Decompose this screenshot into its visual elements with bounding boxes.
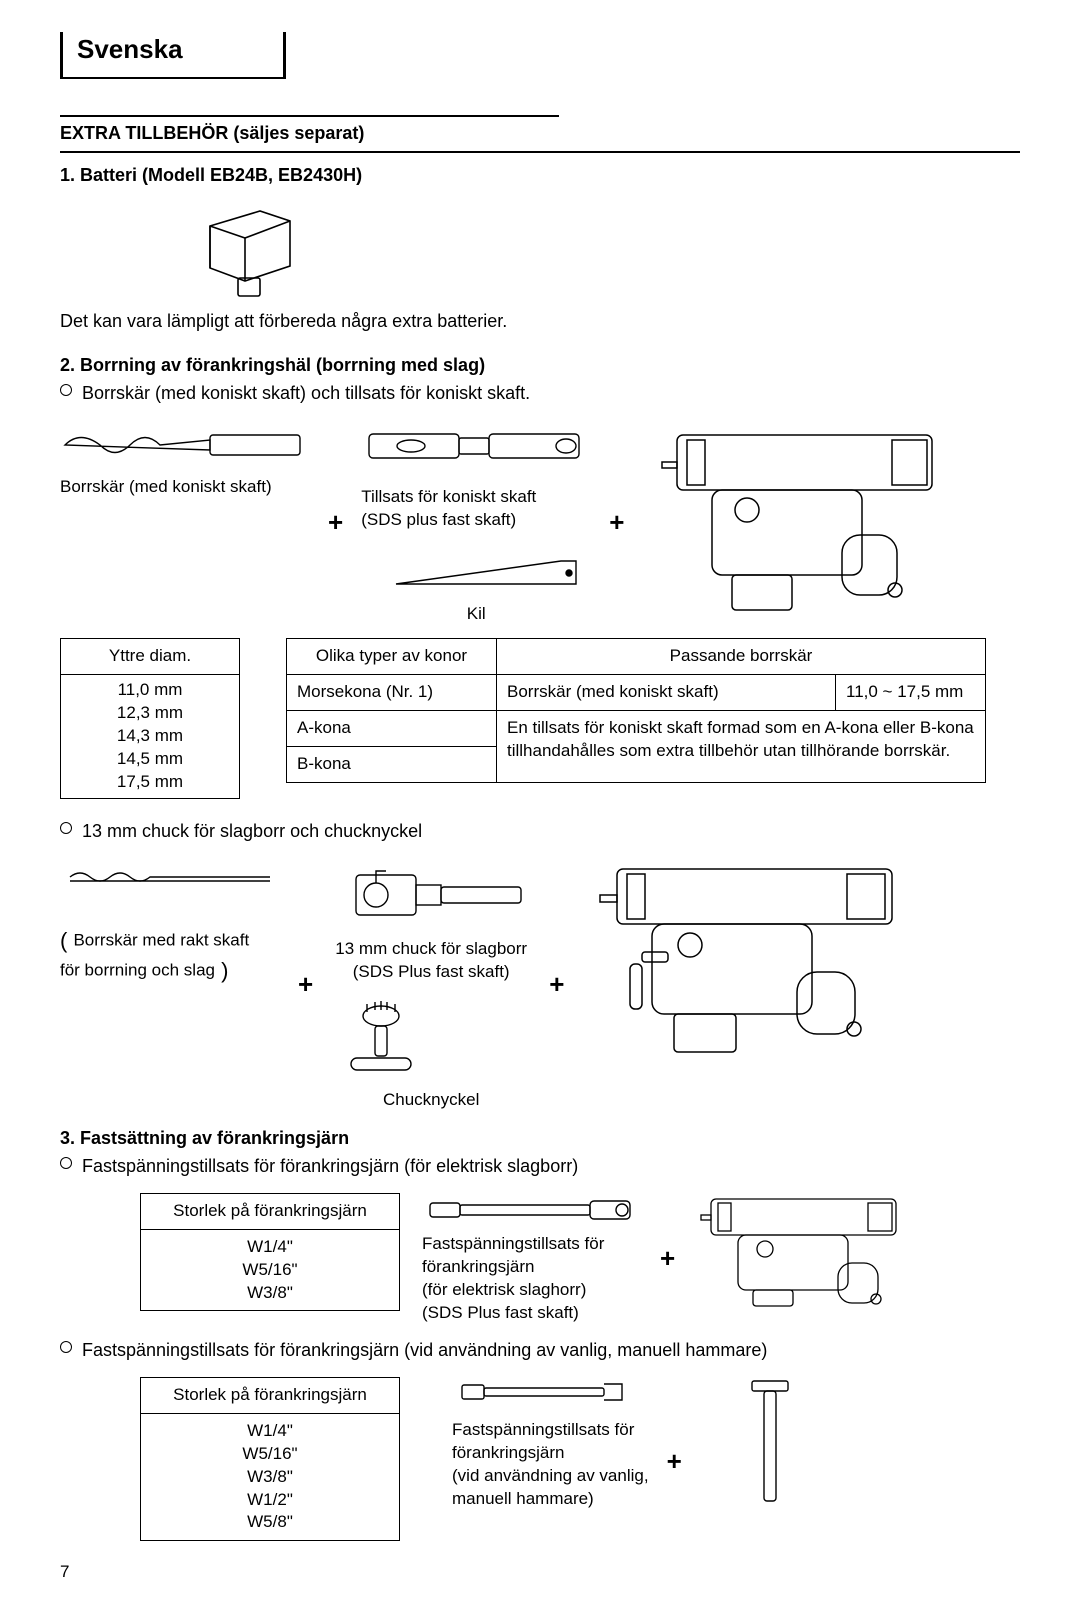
plus-icon: + <box>654 1241 681 1276</box>
kil-caption: Kil <box>361 603 591 626</box>
outer-diam-table: Yttre diam. 11,0 mm 12,3 mm 14,3 mm 14,5… <box>60 638 240 799</box>
section-rule <box>60 115 559 117</box>
cone-r2c1: A-kona <box>287 711 497 747</box>
anchor-size-row: W5/16" <box>151 1259 389 1282</box>
taper-bit-illustration <box>60 420 310 470</box>
chuck13-caption: 13 mm chuck för slagborr (SDS Plus fast … <box>331 938 531 984</box>
chuck-sub: 13 mm chuck för slagborr och chucknyckel <box>82 819 422 843</box>
drill-illustration <box>582 857 902 1057</box>
anchor-size-header: Storlek på förankringsjärn <box>141 1193 400 1229</box>
diam-row: 14,5 mm <box>71 748 229 771</box>
anchor-size-row: W1/4" <box>151 1236 389 1259</box>
cone-r3c1: B-kona <box>287 747 497 783</box>
diam-row: 14,3 mm <box>71 725 229 748</box>
cone-r1c3: 11,0 ~ 17,5 mm <box>836 675 986 711</box>
straight-bit-illustration <box>60 857 280 897</box>
drill-illustration <box>642 420 942 615</box>
sec2-sub: Borrskär (med koniskt skaft) och tillsat… <box>82 381 530 405</box>
sec2-title: 2. Borrning av förankringshäl (borrning … <box>60 353 1020 377</box>
cone-r1c2: Borrskär (med koniskt skaft) <box>497 675 836 711</box>
anchor-size-row: W3/8" <box>151 1282 389 1305</box>
cone-h2: Passande borrskär <box>497 639 986 675</box>
anchor-size-row: W1/2" <box>151 1489 389 1512</box>
cone-r1c1: Morsekona (Nr. 1) <box>287 675 497 711</box>
anchor-size-row: W3/8" <box>151 1466 389 1489</box>
chuckkey-caption: Chucknyckel <box>331 1089 531 1112</box>
diam-header: Yttre diam. <box>61 639 240 675</box>
plus-icon: + <box>661 1444 688 1479</box>
heading-extra-accessories: EXTRA TILLBEHÖR (säljes separat) <box>60 123 364 143</box>
diam-row: 17,5 mm <box>71 771 229 794</box>
chuck13-illustration <box>331 857 531 932</box>
straight-bit-caption: ( Borrskär med rakt skaft för borrning o… <box>60 903 280 985</box>
cone-span-text: En tillsats för koniskt skaft formad som… <box>497 711 986 783</box>
diam-row: 12,3 mm <box>71 702 229 725</box>
plus-icon: + <box>603 505 630 540</box>
drill-small-illustration <box>693 1193 903 1308</box>
bullet-icon <box>60 1341 72 1353</box>
anchor-size-row: W5/16" <box>151 1443 389 1466</box>
anchor-adapter-manual-illustration <box>452 1377 632 1407</box>
anchor-size-row: W1/4" <box>151 1420 389 1443</box>
sec1-note: Det kan vara lämpligt att förbereda någr… <box>60 309 1020 333</box>
taper-bit-caption: Borrskär (med koniskt skaft) <box>60 476 310 499</box>
battery-illustration <box>190 196 1020 301</box>
anchor-adapter-manual-caption: Fastspänningstillsats för förankringsjär… <box>452 1419 649 1511</box>
anchor-adapter-sds-illustration <box>422 1193 642 1227</box>
cone-h1: Olika typer av konor <box>287 639 497 675</box>
anchor-size-table-a: Storlek på förankringsjärn W1/4" W5/16" … <box>140 1193 400 1312</box>
anchor-size-row: W5/8" <box>151 1511 389 1534</box>
plus-icon: + <box>543 967 570 1002</box>
chuckkey-illustration <box>331 998 431 1083</box>
anchor-size-header: Storlek på förankringsjärn <box>141 1377 400 1413</box>
bullet-icon <box>60 822 72 834</box>
plus-icon: + <box>322 505 349 540</box>
bullet-icon <box>60 1157 72 1169</box>
sec3-sub-a: Fastspänningstillsats för förankringsjär… <box>82 1154 578 1178</box>
taper-adapter-caption: Tillsats för koniskt skaft (SDS plus fas… <box>361 486 591 532</box>
language-label: Svenska <box>60 32 286 79</box>
sec3-title: 3. Fastsättning av förankringsjärn <box>60 1126 1020 1150</box>
anchor-adapter-sds-caption: Fastspänningstillsats för förankringsjär… <box>422 1233 642 1325</box>
bullet-icon <box>60 384 72 396</box>
cone-table: Olika typer av konor Passande borrskär M… <box>286 638 986 783</box>
plus-icon: + <box>292 967 319 1002</box>
diam-row: 11,0 mm <box>71 679 229 702</box>
anchor-size-table-b: Storlek på förankringsjärn W1/4" W5/16" … <box>140 1377 400 1542</box>
hammer-illustration <box>740 1377 800 1507</box>
sec3-sub-b: Fastspänningstillsats för förankringsjär… <box>82 1338 767 1362</box>
page-number: 7 <box>60 1561 1020 1584</box>
sec1-title: 1. Batteri (Modell EB24B, EB2430H) <box>60 163 1020 187</box>
kil-illustration <box>391 549 591 597</box>
taper-adapter-illustration <box>361 420 591 480</box>
